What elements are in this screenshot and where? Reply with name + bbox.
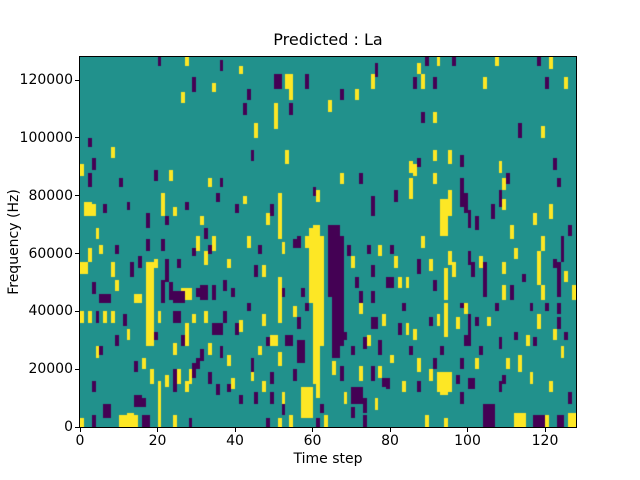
x-tick-label: 120 bbox=[531, 433, 559, 449]
x-axis-tick bbox=[79, 428, 81, 432]
x-axis-tick bbox=[544, 428, 546, 432]
x-tick-label: 80 bbox=[381, 433, 399, 449]
heatmap-canvas bbox=[80, 57, 576, 427]
y-axis-tick bbox=[75, 426, 79, 428]
y-axis-label: Frequency (Hz) bbox=[6, 189, 22, 295]
y-tick-label: 20000 bbox=[28, 361, 73, 378]
x-axis-label: Time step bbox=[293, 451, 363, 467]
y-axis-tick bbox=[75, 253, 79, 255]
y-tick-label: 0 bbox=[64, 419, 73, 435]
y-axis-tick bbox=[75, 195, 79, 197]
x-axis-tick bbox=[234, 428, 236, 432]
x-axis-tick bbox=[389, 428, 391, 432]
x-axis-tick bbox=[467, 428, 468, 432]
y-axis-tick bbox=[75, 368, 79, 370]
y-tick-label: 80000 bbox=[28, 187, 73, 204]
x-tick-label: 20 bbox=[148, 433, 167, 449]
x-axis-tick bbox=[312, 428, 313, 432]
x-tick-label: 0 bbox=[75, 433, 85, 449]
plot-frame bbox=[79, 56, 577, 428]
y-tick-label: 120000 bbox=[19, 72, 73, 89]
y-tick-label: 100000 bbox=[19, 129, 73, 146]
y-axis-tick bbox=[75, 79, 79, 81]
y-tick-label: 60000 bbox=[28, 245, 73, 262]
x-axis-tick bbox=[157, 428, 158, 432]
x-tick-label: 100 bbox=[454, 433, 481, 449]
y-axis-tick bbox=[75, 137, 79, 139]
y-axis-tick bbox=[75, 310, 79, 312]
chart-title: Predicted : La bbox=[273, 30, 383, 49]
x-tick-label: 60 bbox=[303, 433, 322, 449]
x-tick-label: 40 bbox=[226, 433, 244, 449]
y-tick-label: 40000 bbox=[28, 303, 73, 320]
